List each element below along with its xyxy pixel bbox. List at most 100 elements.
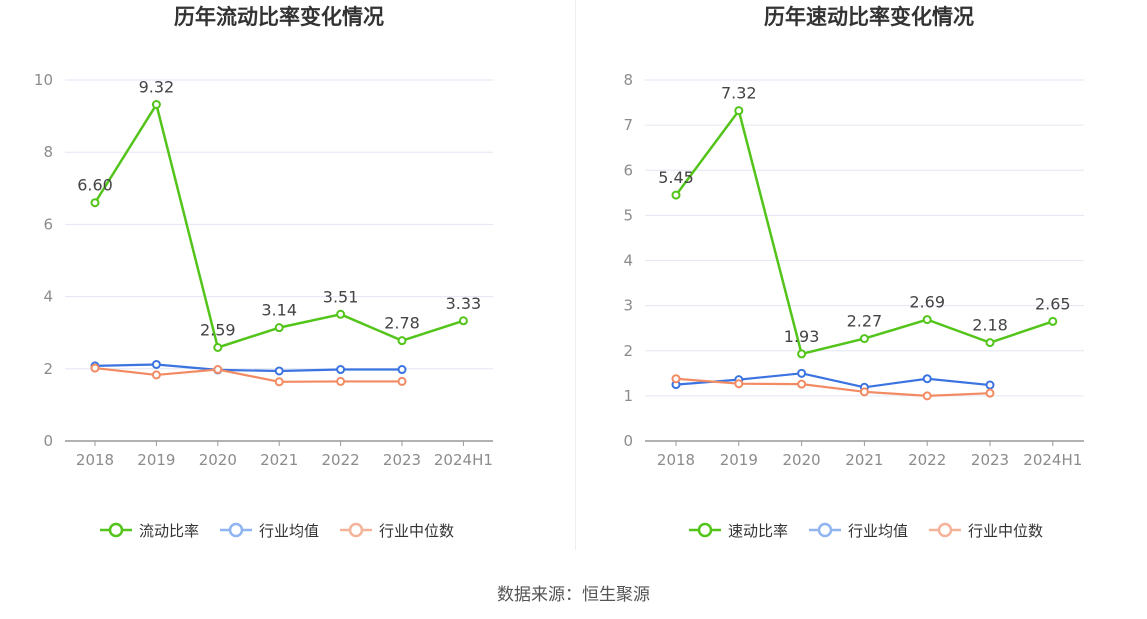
data-point-main — [274, 323, 284, 333]
legend-marker — [228, 522, 244, 538]
data-label: 2.27 — [847, 312, 883, 331]
x-tick-label: 2023 — [971, 451, 1009, 469]
x-tick-label: 2023 — [383, 451, 421, 469]
y-tick-label: 5 — [623, 206, 633, 224]
legend-label: 行业均值 — [259, 522, 319, 540]
series-line-median — [94, 366, 402, 383]
data-point-main — [797, 349, 807, 359]
x-tick-label: 2022 — [908, 451, 946, 469]
data-point-median — [90, 363, 100, 373]
legend-label: 行业中位数 — [379, 522, 454, 540]
legend-item-avg: 行业均值 — [809, 522, 908, 540]
data-point-avg — [922, 374, 932, 384]
legend-item-avg: 行业均值 — [220, 522, 319, 540]
legend-marker — [108, 522, 124, 538]
x-tick-label: 2020 — [783, 451, 821, 469]
data-point-main — [458, 316, 468, 326]
data-point-avg — [397, 365, 407, 375]
y-tick-label: 6 — [623, 161, 633, 179]
y-tick-label: 0 — [623, 432, 633, 450]
y-tick-label: 2 — [623, 342, 633, 360]
y-tick-label: 10 — [34, 71, 53, 89]
data-point-median — [397, 376, 407, 386]
data-label: 3.33 — [446, 294, 482, 313]
chart-title: 历年速动比率变化情况 — [764, 5, 974, 29]
data-label: 2.65 — [1035, 294, 1071, 313]
y-tick-label: 2 — [43, 360, 53, 378]
data-point-median — [734, 379, 744, 389]
data-point-main — [90, 198, 100, 208]
legend-item-main: 流动比率 — [100, 522, 199, 540]
x-tick-label: 2019 — [137, 451, 175, 469]
x-tick-label: 2018 — [76, 451, 114, 469]
data-label: 2.59 — [200, 321, 236, 340]
chart-panel-1: 历年流动比率变化情况 0 2 4 6 8 10 2018 2019 2020 2021 2022 202… — [34, 5, 493, 540]
data-point-main — [985, 338, 995, 348]
data-point-avg — [274, 366, 284, 376]
data-label: 9.32 — [139, 78, 175, 97]
data-point-main — [213, 343, 223, 353]
data-point-median — [797, 379, 807, 389]
y-tick-label: 4 — [623, 252, 633, 270]
y-tick-label: 7 — [623, 116, 633, 134]
data-label: 6.60 — [77, 176, 113, 195]
data-point-main — [1048, 316, 1058, 326]
x-tick-label: 2021 — [845, 451, 883, 469]
data-point-median — [985, 388, 995, 398]
legend-label: 速动比率 — [728, 522, 788, 540]
data-label: 2.69 — [909, 293, 945, 312]
legend-label: 流动比率 — [139, 522, 199, 540]
data-label: 2.18 — [972, 316, 1008, 335]
data-point-main — [336, 309, 346, 319]
data-label: 7.32 — [721, 84, 757, 103]
y-tick-label: 8 — [43, 143, 53, 161]
legend-marker — [817, 522, 833, 538]
chart-title: 历年流动比率变化情况 — [174, 5, 384, 29]
x-tick-label: 2024H1 — [1023, 451, 1082, 469]
data-point-median — [213, 365, 223, 375]
data-point-median — [859, 387, 869, 397]
data-label: 2.78 — [384, 314, 420, 333]
legend-item-median: 行业中位数 — [929, 522, 1043, 540]
series-line-avg — [675, 372, 991, 389]
data-point-avg — [336, 365, 346, 375]
data-point-main — [859, 334, 869, 344]
y-tick-label: 6 — [43, 215, 53, 233]
legend-marker — [697, 522, 713, 538]
y-tick-label: 0 — [43, 432, 53, 450]
x-tick-label: 2024H1 — [434, 451, 493, 469]
data-point-main — [922, 315, 932, 325]
series-line-median — [675, 377, 991, 397]
data-label: 3.14 — [261, 301, 297, 320]
data-point-median — [922, 391, 932, 401]
legend-item-main: 速动比率 — [689, 522, 788, 540]
x-tick-label: 2018 — [657, 451, 695, 469]
data-label: 5.45 — [658, 168, 694, 187]
y-tick-label: 1 — [623, 387, 633, 405]
data-point-main — [671, 190, 681, 200]
legend-marker — [348, 522, 364, 538]
legend-label: 行业均值 — [848, 522, 908, 540]
y-tick-label: 3 — [623, 297, 633, 315]
x-tick-label: 2020 — [199, 451, 237, 469]
data-point-avg — [985, 380, 995, 390]
data-point-avg — [151, 359, 161, 369]
chart-panel-2: 历年速动比率变化情况 0 1 2 3 4 5 6 7 8 2018 2019 2020 2021 2022 2… — [623, 5, 1084, 540]
data-point-avg — [797, 368, 807, 378]
legend-item-median: 行业中位数 — [340, 522, 454, 540]
data-label: 3.51 — [323, 287, 359, 306]
data-point-median — [274, 377, 284, 387]
legend-label: 行业中位数 — [968, 522, 1043, 540]
data-point-median — [336, 376, 346, 386]
legend-marker — [937, 522, 953, 538]
data-source-note: 数据来源：恒生聚源 — [497, 585, 650, 605]
y-tick-label: 8 — [623, 71, 633, 89]
series-line-avg — [94, 363, 402, 373]
data-point-main — [734, 106, 744, 116]
x-tick-label: 2022 — [322, 451, 360, 469]
x-tick-label: 2021 — [260, 451, 298, 469]
x-tick-label: 2019 — [720, 451, 758, 469]
data-point-median — [671, 374, 681, 384]
panel-divider — [575, 0, 576, 550]
